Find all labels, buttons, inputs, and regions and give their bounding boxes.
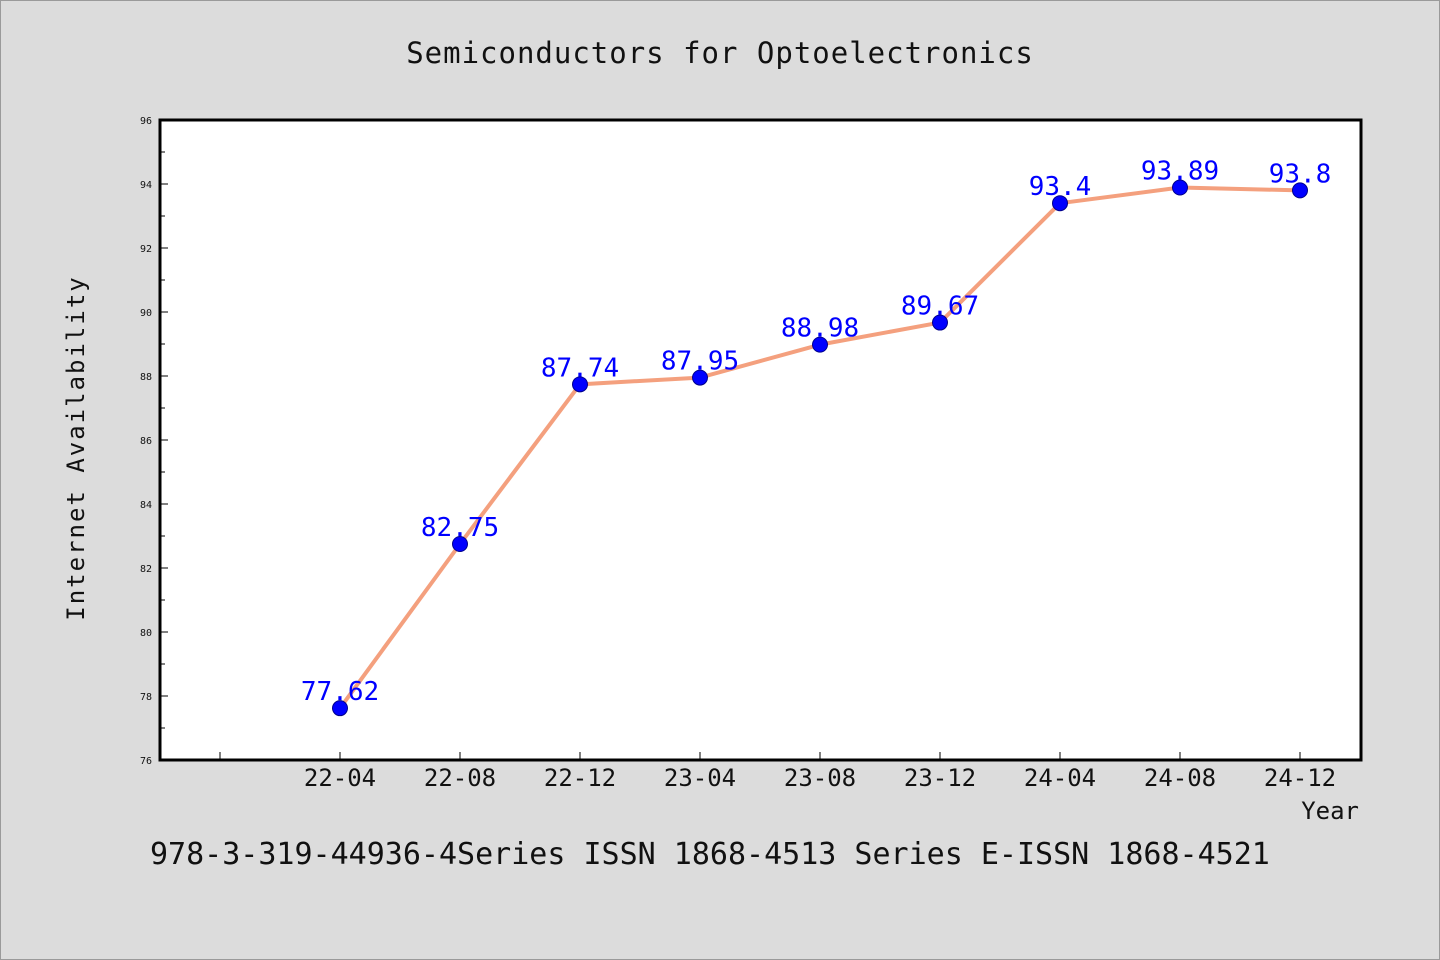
y-tick-label: 94: [140, 180, 152, 191]
x-tick-label: 24-08: [1144, 764, 1216, 792]
data-point: [1052, 195, 1068, 212]
chart-title: Semiconductors for Optoelectronics: [406, 36, 1034, 70]
data-label: 87.95: [661, 347, 739, 377]
y-tick-label: 78: [140, 692, 152, 703]
data-label: 93.8: [1269, 159, 1332, 189]
x-tick-label: 23-04: [664, 764, 736, 792]
data-point: [1172, 179, 1188, 196]
y-axis-label: Internet Availability: [62, 275, 90, 620]
data-label: 87.74: [541, 353, 619, 383]
y-tick-label: 96: [140, 116, 152, 127]
series-layer: 77.62 82.75 87.74 87.95 88.98 89.67 93.4 93.89 9…: [301, 157, 1332, 717]
x-tick-label: 24-04: [1024, 764, 1096, 792]
x-tick-label: 24-12: [1264, 764, 1336, 792]
footer-isbn-text: 978-3-319-44936-4Series ISSN 1868-4513 S…: [150, 837, 1270, 872]
y-axis: 76 78 80 82 84 86 88 90 92 94 96: [140, 116, 168, 767]
y-tick-label: 86: [140, 436, 152, 447]
data-label: 93.4: [1029, 172, 1092, 202]
data-point: [572, 376, 588, 393]
x-tick-label: 23-08: [784, 764, 856, 792]
x-tick-label: 22-04: [304, 764, 376, 792]
x-tick-label: 23-12: [904, 764, 976, 792]
data-point: [332, 700, 348, 717]
x-axis: 22-04 22-08 22-12 23-04 23-08 23-12 24-04 24-08…: [219, 752, 1336, 792]
data-point: [812, 336, 828, 353]
x-tick-label: 22-08: [424, 764, 496, 792]
x-tick-label: 22-12: [544, 764, 616, 792]
y-tick-label: 84: [140, 500, 152, 511]
data-point: [1292, 182, 1308, 199]
y-tick-label: 90: [140, 308, 152, 319]
y-tick-label: 80: [140, 628, 152, 639]
data-label: 93.89: [1141, 157, 1219, 187]
data-point: [692, 369, 708, 386]
y-tick-label: 82: [140, 564, 152, 575]
data-label: 82.75: [421, 513, 499, 543]
y-tick-label: 76: [140, 756, 152, 767]
data-point: [932, 314, 948, 331]
y-tick-label: 92: [140, 244, 152, 255]
y-tick-label: 88: [140, 372, 152, 383]
data-label: 88.98: [781, 314, 859, 344]
data-label: 77.62: [301, 677, 379, 707]
data-point: [452, 536, 468, 552]
data-label: 89.67: [901, 292, 979, 322]
x-axis-label: Year: [1301, 797, 1359, 825]
plot-area: [158, 118, 1363, 762]
